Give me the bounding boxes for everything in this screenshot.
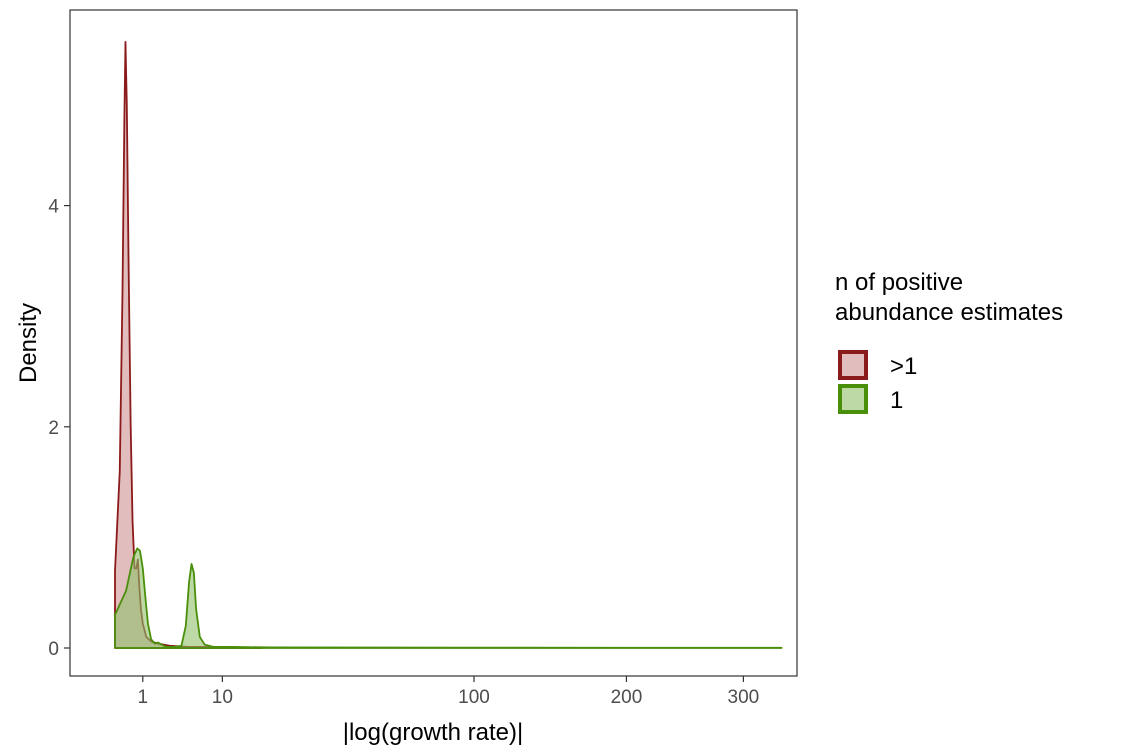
y-axis-title: Density bbox=[15, 303, 42, 383]
legend-title-line-1: n of positive bbox=[835, 269, 963, 296]
y-tick-label: 4 bbox=[48, 197, 59, 218]
x-tick-label: 100 bbox=[458, 687, 490, 708]
density-areas bbox=[114, 41, 783, 649]
legend-items: >11 bbox=[838, 350, 917, 414]
x-tick-label: 300 bbox=[728, 687, 760, 708]
x-tick-label: 200 bbox=[611, 687, 643, 708]
y-axis-ticks: 0 2 4 bbox=[48, 197, 70, 660]
legend-label: 1 bbox=[890, 387, 903, 414]
legend: n of positive abundance estimates >11 bbox=[835, 269, 1063, 414]
legend-key-swatch bbox=[838, 384, 868, 414]
y-tick-label: 0 bbox=[48, 639, 59, 660]
x-tick-label: 10 bbox=[212, 687, 233, 708]
legend-title-line-2: abundance estimates bbox=[835, 299, 1063, 326]
legend-label: >1 bbox=[890, 353, 917, 380]
x-tick-label: 1 bbox=[138, 687, 149, 708]
x-axis-title: |log(growth rate)| bbox=[343, 719, 524, 746]
plot-panel bbox=[69, 9, 798, 677]
x-axis-ticks: 1 10 100 200 300 bbox=[138, 676, 760, 708]
legend-key-swatch bbox=[838, 350, 868, 380]
density-area-series-2 bbox=[114, 547, 783, 649]
y-tick-label: 2 bbox=[48, 418, 59, 439]
